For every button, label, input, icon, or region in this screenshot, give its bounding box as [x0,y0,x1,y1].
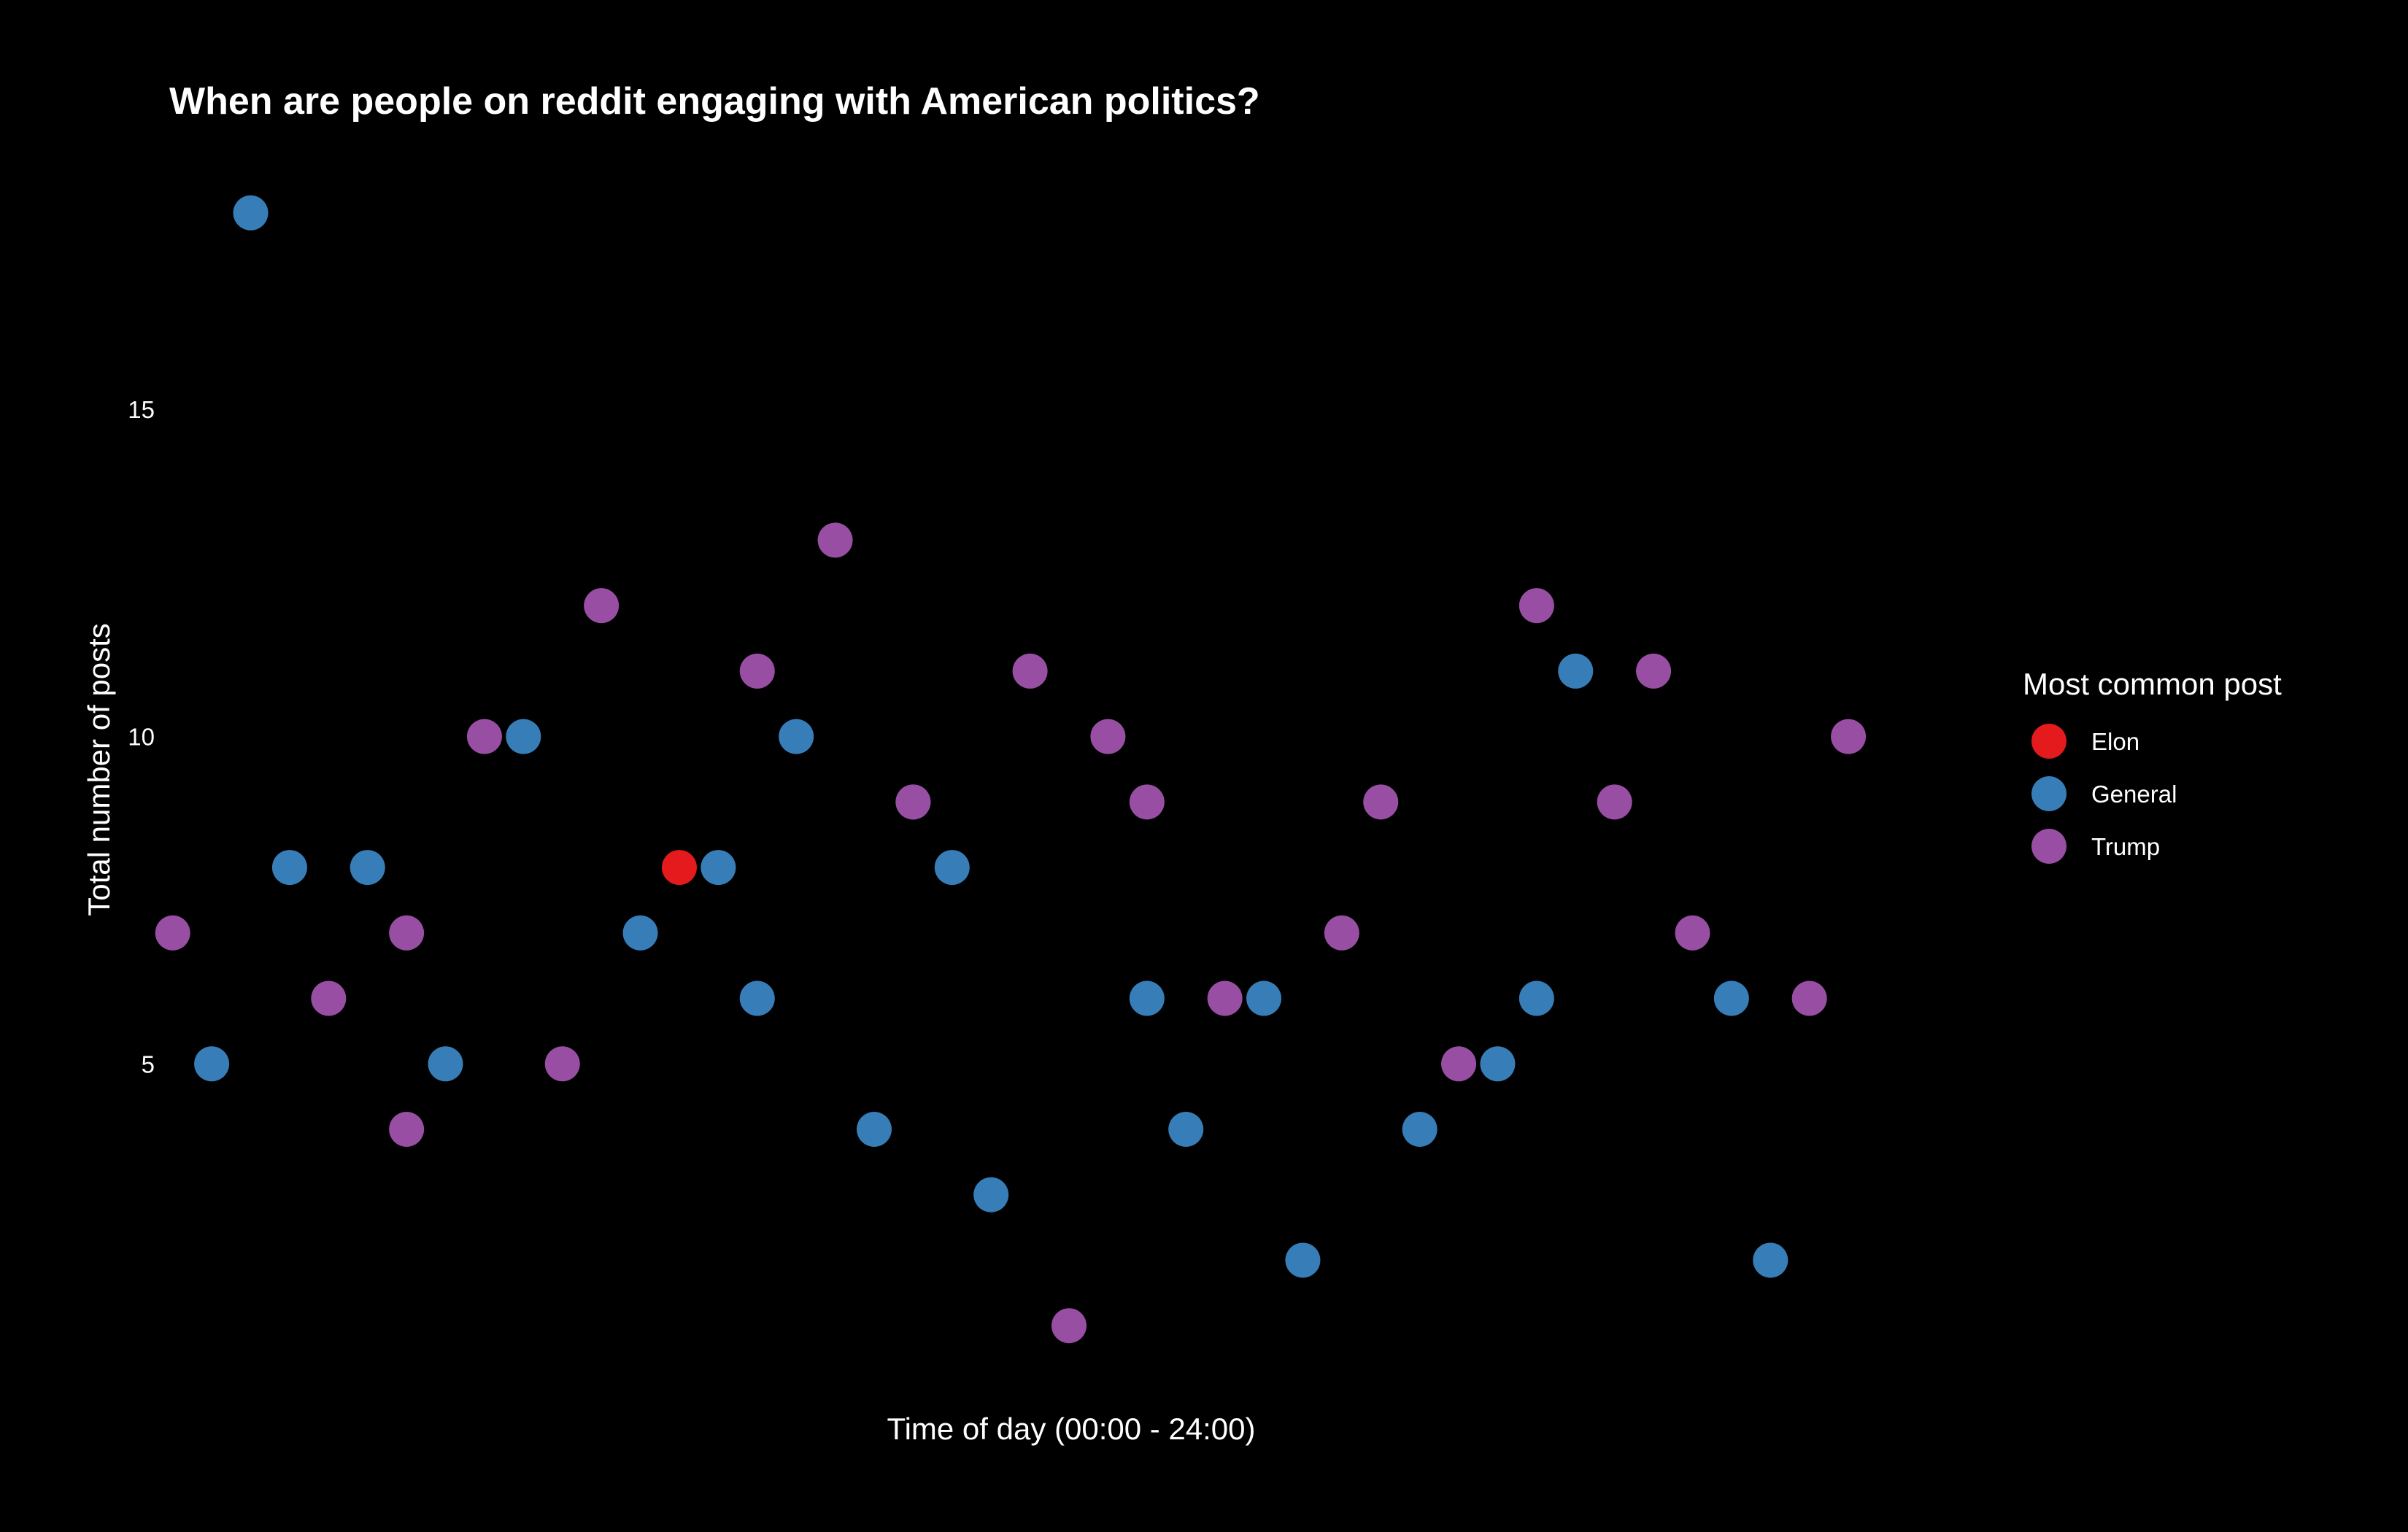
y-tick-label: 15 [128,396,155,423]
point-trump [1129,784,1165,820]
point-general [271,850,307,886]
point-trump [1363,784,1399,820]
point-general [1558,653,1594,689]
legend-key-trump [2031,829,2067,864]
point-general [934,850,970,886]
point-trump [1675,915,1710,951]
point-trump [1636,653,1672,689]
point-trump [1324,915,1359,951]
point-general [973,1177,1009,1212]
point-trump [389,915,425,951]
legend-label-general: General [2091,781,2177,808]
point-trump [739,653,775,689]
point-general [1480,1046,1516,1082]
point-trump [1207,980,1243,1016]
point-trump [817,522,853,558]
point-trump [895,784,931,820]
point-trump [155,915,190,951]
point-general [428,1046,463,1082]
y-tick-labels: 5 10 15 [128,396,155,1078]
y-tick-label: 5 [142,1051,155,1078]
point-general [1713,980,1749,1016]
legend-label-trump: Trump [2091,833,2160,860]
point-trump [1831,719,1867,754]
data-points [155,195,1867,1344]
point-general [701,850,736,886]
point-trump [1012,653,1048,689]
point-general [1402,1112,1438,1147]
point-general [350,850,385,886]
point-general [1753,1242,1788,1278]
legend-key-general [2031,776,2067,811]
point-general [622,915,658,951]
point-general [739,980,775,1016]
legend-title: Most common post [2023,667,2282,701]
x-axis-label: Time of day (00:00 - 24:00) [887,1412,1255,1446]
point-trump [1051,1308,1087,1344]
point-trump [311,980,347,1016]
point-general [1518,980,1554,1016]
point-general [506,719,541,754]
y-tick-label: 10 [128,724,155,751]
point-trump [1518,588,1554,624]
point-trump [1791,980,1827,1016]
chart-title: When are people on reddit engaging with … [169,80,1260,123]
point-trump [1597,784,1632,820]
point-elon [661,850,697,886]
point-general [1129,980,1165,1016]
legend-label-elon: Elon [2091,728,2139,755]
point-trump [1441,1046,1477,1082]
point-trump [389,1112,425,1147]
y-axis-label: Total number of posts [82,623,116,916]
legend-key-elon [2031,724,2067,759]
point-general [1285,1242,1321,1278]
legend: Most common post Elon General Trump [2023,667,2282,864]
point-general [779,719,814,754]
point-trump [544,1046,580,1082]
point-trump [466,719,502,754]
point-general [233,195,269,231]
point-general [194,1046,230,1082]
point-trump [1090,719,1126,754]
point-general [1168,1112,1204,1147]
point-general [1246,980,1282,1016]
point-trump [584,588,620,624]
legend-entries: Elon General Trump [2031,724,2177,864]
point-general [856,1112,892,1147]
